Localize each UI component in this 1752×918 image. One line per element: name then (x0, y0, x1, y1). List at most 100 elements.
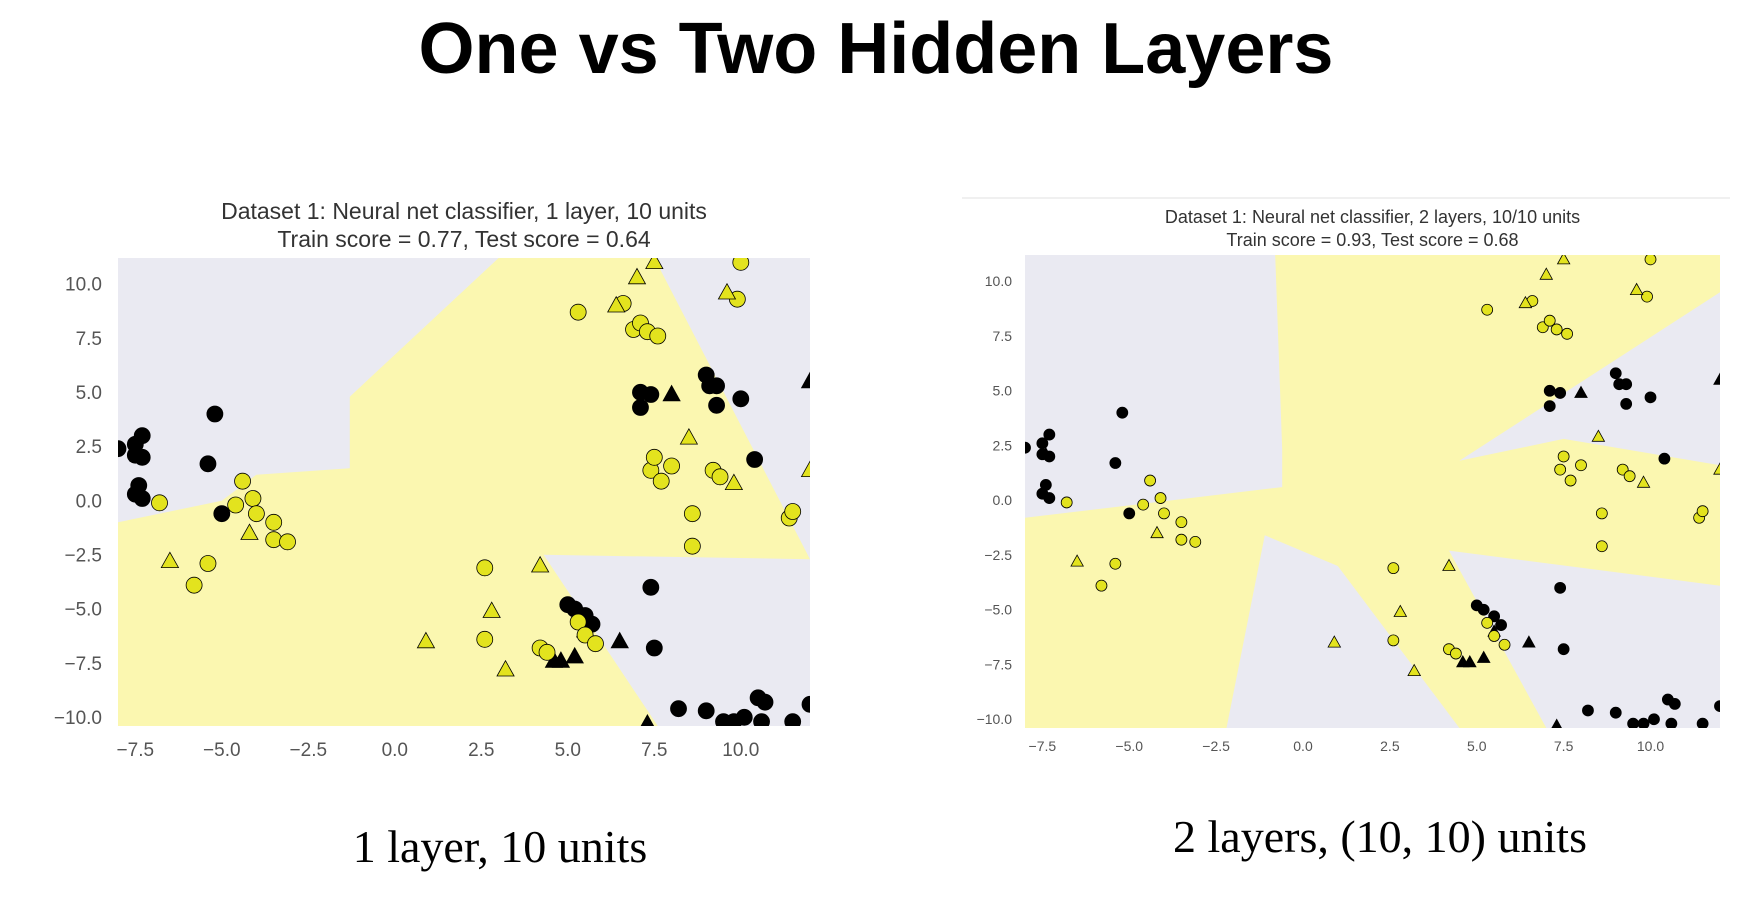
point-class1-circle (1387, 634, 1400, 647)
point-class0-circle (1036, 437, 1049, 450)
y-tick-label: −5.0 (984, 602, 1012, 618)
point-class1-circle (1175, 516, 1188, 529)
point-class0-triangle (1522, 635, 1536, 648)
point-class0-circle (1609, 706, 1622, 719)
point-class1-triangle (1442, 558, 1456, 571)
x-tick-label: −7.5 (117, 740, 155, 761)
point-class1-circle (732, 258, 750, 271)
point-class0-triangle (1574, 385, 1588, 398)
point-class1-circle (1595, 507, 1608, 520)
point-class0-triangle (129, 445, 148, 462)
point-class1-triangle (1070, 554, 1084, 567)
point-class1-circle (1623, 470, 1636, 483)
y-tick-label: 10.0 (985, 273, 1012, 289)
point-class0-circle (1627, 717, 1640, 728)
x-tick-label: 2.5 (468, 740, 494, 761)
point-class0-circle (1609, 367, 1622, 380)
point-class1-circle (1543, 314, 1556, 327)
point-class0-circle (1648, 713, 1660, 726)
point-class1-circle (649, 327, 667, 345)
point-class0-circle (1557, 643, 1570, 656)
point-class0-triangle (551, 651, 571, 668)
y-tick-label: 2.5 (993, 437, 1013, 453)
x-tick-label: 10.0 (722, 740, 759, 761)
point-class0-circle (756, 693, 774, 711)
x-tick-label: 7.5 (1554, 738, 1574, 754)
point-class1-circle (185, 576, 203, 594)
point-class0-circle (206, 405, 224, 423)
point-class0-circle (1043, 492, 1056, 504)
point-class0-circle (1109, 457, 1122, 469)
point-class1-triangle (717, 282, 737, 300)
x-tick-label: 5.0 (555, 740, 581, 761)
point-class1-circle (538, 643, 556, 661)
point-class1-triangle (240, 523, 259, 540)
point-class0-circle (732, 390, 750, 408)
region-class1 (1025, 255, 1720, 728)
point-class1-triangle (482, 601, 501, 618)
point-class0-circle (753, 713, 770, 726)
point-class1-circle (1175, 533, 1188, 546)
point-class1-circle (1641, 290, 1653, 303)
y-tick-label: −2.5 (984, 547, 1012, 563)
point-class0-triangle (1713, 372, 1720, 385)
point-class1-circle (1488, 630, 1501, 642)
point-class1-triangle (1393, 604, 1408, 617)
point-class0-circle (1123, 507, 1136, 520)
point-class0-circle (632, 399, 649, 416)
point-class1-triangle (1539, 267, 1554, 280)
point-class1-circle (663, 457, 680, 475)
point-class0-circle (1665, 717, 1678, 728)
point-class1-triangle (679, 427, 699, 445)
chart-2: Dataset 1: Neural net classifier, 2 laye… (977, 207, 1720, 754)
point-class1-circle (1595, 540, 1608, 553)
point-class0-circle (133, 490, 151, 507)
region-class1 (118, 258, 810, 726)
point-class0-triangle (610, 631, 629, 649)
point-class0-circle (199, 455, 217, 473)
y-tick-label: 10.0 (65, 275, 102, 296)
point-class1-circle (1137, 498, 1150, 511)
data-points (118, 258, 810, 726)
point-class0-triangle (1551, 718, 1562, 728)
decision-regions (118, 258, 810, 726)
point-class0-circle (1025, 441, 1031, 454)
point-class0-circle (1620, 378, 1633, 391)
point-class0-circle (746, 451, 764, 468)
point-class1-triangle (800, 460, 810, 478)
point-class1-circle (1095, 579, 1108, 592)
point-class0-circle (1696, 717, 1709, 728)
chart-subtitle: Train score = 0.93, Test score = 0.68 (1226, 230, 1518, 250)
point-class0-circle (1658, 452, 1671, 465)
point-class1-circle (1450, 647, 1462, 660)
point-class1-circle (683, 537, 701, 555)
point-class1-circle (1575, 459, 1587, 472)
point-class1-circle (784, 503, 802, 520)
point-class1-circle (652, 472, 670, 490)
y-tick-label: −5.0 (64, 600, 102, 621)
point-class1-circle (476, 559, 494, 577)
point-class1-triangle (627, 267, 647, 285)
point-class1-triangle (1713, 462, 1720, 475)
chart-subtitle: Train score = 0.77, Test score = 0.64 (277, 226, 651, 252)
point-class1-triangle (1518, 295, 1533, 309)
y-tick-label: 2.5 (76, 437, 102, 458)
x-tick-label: −2.5 (290, 740, 328, 761)
point-class0-circle (697, 702, 715, 720)
y-tick-label: 0.0 (76, 491, 102, 512)
point-class1-circle (1481, 616, 1494, 629)
point-class1-triangle (416, 631, 436, 649)
point-class1-triangle (1150, 525, 1164, 539)
y-tick-label: −7.5 (64, 654, 102, 675)
point-class1-circle (683, 505, 701, 523)
point-class0-circle (1495, 619, 1507, 631)
point-class1-circle (279, 533, 296, 551)
y-tick-label: −10.0 (54, 708, 102, 729)
x-tick-label: 0.0 (382, 740, 408, 761)
point-class0-circle (1668, 698, 1681, 710)
point-class1-circle (1564, 474, 1577, 487)
chart-title: Dataset 1: Neural net classifier, 1 laye… (221, 198, 707, 224)
x-tick-label: 2.5 (1380, 738, 1400, 754)
point-class1-circle (1144, 474, 1156, 487)
point-class0-triangle (1476, 650, 1491, 663)
